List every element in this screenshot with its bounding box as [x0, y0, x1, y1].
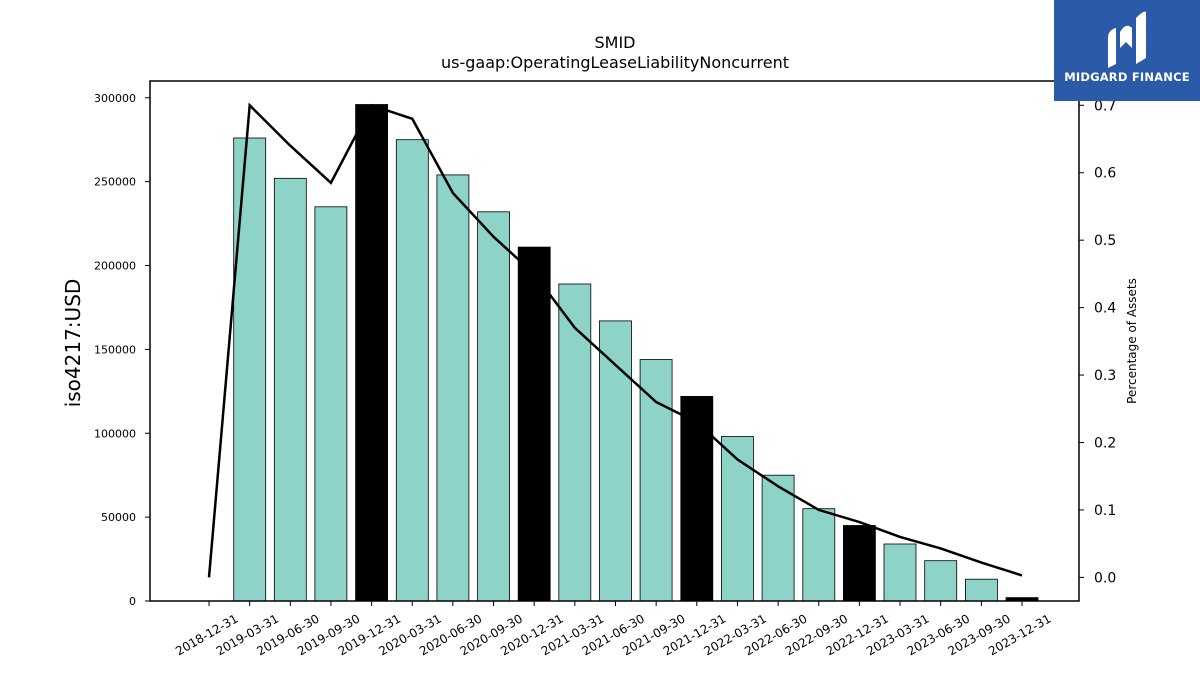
y-axis-label: iso4217:USD: [61, 279, 85, 408]
y-tick-label: 0: [129, 595, 136, 608]
y2-tick-label: 0.7: [1094, 98, 1116, 114]
bar-2023-06-30: [924, 560, 958, 602]
y2-tick-label: 0.4: [1094, 301, 1116, 317]
chart-subtitle: us-gaap:OperatingLeaseLiabilityNoncurren…: [441, 53, 789, 72]
y-tick-label: 200000: [94, 260, 136, 273]
logo-text: MIDGARD FINANCE: [1064, 70, 1190, 84]
bar-2020-03-31: [395, 139, 429, 602]
plot-frame: [149, 80, 1080, 602]
bar-2020-09-30: [477, 211, 511, 602]
bar-2019-12-31: [355, 104, 389, 602]
y2-tick-label: 0.3: [1094, 368, 1116, 384]
y-tick-label: 50000: [101, 511, 136, 524]
bar-2022-09-30: [802, 508, 836, 602]
bar-2020-12-31: [517, 246, 551, 602]
bar-2022-06-30: [761, 474, 795, 602]
bar-group: [233, 104, 1039, 602]
bar-2023-03-31: [883, 543, 917, 602]
y2-tick-label: 0.1: [1094, 503, 1116, 519]
y-tick-label: 100000: [94, 427, 136, 440]
y2-tick-label: 0.5: [1094, 233, 1116, 249]
y2-tick-label: 0.0: [1094, 570, 1116, 586]
bar-2022-03-31: [721, 436, 754, 602]
y-tick-label: 150000: [94, 343, 136, 356]
line-group: [207, 102, 1023, 578]
bar-2021-12-31: [680, 395, 714, 602]
y2-tick-label: 0.2: [1094, 436, 1116, 452]
bar-2021-03-31: [558, 283, 592, 602]
bar-2023-09-30: [965, 578, 998, 602]
y-axis: 0 50000 100000 150000 200000 250000 300000: [94, 92, 150, 608]
y2-axis-label: Percentage of Assets: [1125, 278, 1139, 404]
bar-2019-06-30: [273, 177, 307, 602]
y2-axis: 0.0 0.1 0.2 0.3 0.4 0.5 0.6 0.7: [1079, 98, 1116, 586]
bar-2020-06-30: [436, 174, 470, 602]
midgard-logo-icon: [1108, 11, 1146, 68]
y-tick-label: 300000: [94, 92, 136, 105]
bar-2019-09-30: [314, 206, 348, 602]
chart-title: SMID: [595, 33, 636, 52]
bar-2021-06-30: [599, 320, 632, 602]
bar-2021-09-30: [639, 359, 673, 602]
x-axis: 2018-12-312019-03-312019-06-302019-09-30…: [173, 601, 1054, 658]
bar-2019-03-31: [233, 137, 267, 602]
bar-2022-12-31: [843, 525, 876, 602]
y2-tick-label: 0.6: [1094, 166, 1116, 182]
y-tick-label: 250000: [94, 176, 136, 189]
brand-logo: MIDGARD FINANCE: [1054, 0, 1200, 101]
percentage-line: [207, 102, 1023, 578]
